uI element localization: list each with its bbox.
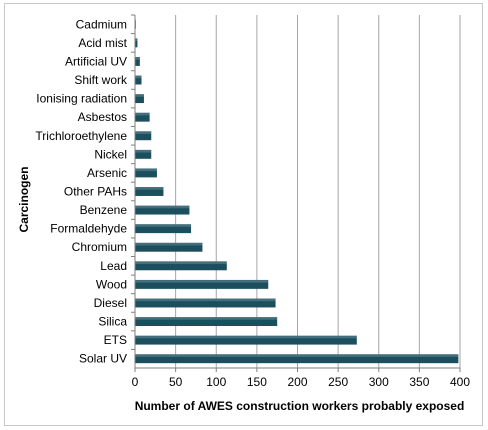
category-label: Nickel bbox=[94, 147, 127, 161]
category-label: Silica bbox=[98, 315, 127, 329]
category-label: Chromium bbox=[72, 240, 127, 254]
bar-highlight bbox=[135, 149, 152, 153]
category-label: Shift work bbox=[74, 73, 128, 87]
bar-highlight bbox=[135, 112, 150, 116]
bar-highlight bbox=[135, 56, 140, 60]
bar-highlight bbox=[135, 131, 152, 134]
bar-highlight bbox=[135, 38, 138, 42]
bar-trichloroethylene bbox=[135, 131, 152, 141]
x-tick-label: 300 bbox=[369, 375, 389, 389]
bar-highlight bbox=[135, 242, 203, 246]
category-label: Benzene bbox=[80, 203, 128, 217]
category-label: Ionising radiation bbox=[36, 92, 127, 106]
bar-highlight bbox=[135, 94, 144, 97]
bar-chromium bbox=[135, 242, 203, 252]
bars bbox=[131, 14, 459, 364]
category-label: Trichloroethylene bbox=[35, 129, 127, 143]
y-axis-title: Carcinogen bbox=[17, 166, 31, 232]
bar-wood bbox=[135, 279, 269, 289]
category-label: Wood bbox=[96, 277, 127, 291]
category-label: Solar UV bbox=[79, 352, 127, 366]
category-label: Formaldehyde bbox=[50, 222, 127, 236]
category-label: ETS bbox=[104, 333, 127, 347]
x-tick-label: 200 bbox=[287, 375, 307, 389]
bar-ionising-radiation bbox=[135, 94, 144, 104]
bar-other-pahs bbox=[135, 187, 164, 196]
x-tick-label: 50 bbox=[169, 375, 183, 389]
bar-highlight bbox=[135, 335, 357, 339]
x-tick-label: 0 bbox=[132, 375, 139, 389]
bar-highlight bbox=[135, 187, 164, 190]
x-tick-label: 100 bbox=[206, 375, 226, 389]
gridlines bbox=[134, 15, 461, 372]
bar-benzene bbox=[135, 205, 190, 215]
bar-silica bbox=[135, 317, 278, 327]
bar-acid-mist bbox=[135, 38, 138, 48]
bar-solar-uv bbox=[135, 354, 459, 364]
bar-shift-work bbox=[135, 75, 142, 85]
bar-nickel bbox=[135, 149, 152, 159]
category-label: Arsenic bbox=[87, 166, 127, 180]
bar-highlight bbox=[135, 224, 192, 227]
x-axis-title: Number of AWES construction workers prob… bbox=[135, 399, 465, 413]
x-tick-label: 350 bbox=[409, 375, 429, 389]
category-label: Asbestos bbox=[78, 110, 127, 124]
bar-diesel bbox=[135, 298, 276, 308]
bar-highlight bbox=[135, 75, 142, 79]
x-tick-label: 400 bbox=[450, 375, 470, 389]
category-label: Cadmium bbox=[76, 17, 127, 31]
bar-asbestos bbox=[135, 112, 150, 122]
category-label: Artificial UV bbox=[65, 54, 127, 68]
bar-highlight bbox=[135, 279, 269, 283]
category-labels: Cadmium Acid mist Artificial UV Shift work I… bbox=[35, 17, 128, 365]
bar-highlight bbox=[135, 298, 276, 302]
bar-highlight bbox=[135, 261, 227, 265]
bar-highlight bbox=[135, 317, 278, 320]
x-tick-label: 250 bbox=[328, 375, 348, 389]
x-tick-labels: 0 50 100 150 200 250 300 350 400 bbox=[132, 375, 471, 389]
category-label: Other PAHs bbox=[64, 185, 127, 199]
category-label: Lead bbox=[100, 259, 127, 273]
bar-highlight bbox=[135, 205, 190, 209]
x-tick-label: 150 bbox=[247, 375, 267, 389]
category-label: Diesel bbox=[94, 296, 127, 310]
category-label: Acid mist bbox=[78, 36, 127, 50]
axes bbox=[134, 15, 460, 369]
bar-highlight bbox=[135, 168, 157, 172]
bar-highlight bbox=[135, 354, 459, 357]
bar-artificial-uv bbox=[135, 56, 140, 66]
bar-arsenic bbox=[135, 168, 157, 178]
bar-lead bbox=[135, 261, 227, 271]
bar-formaldehyde bbox=[135, 224, 192, 234]
bar-ets bbox=[135, 335, 357, 345]
